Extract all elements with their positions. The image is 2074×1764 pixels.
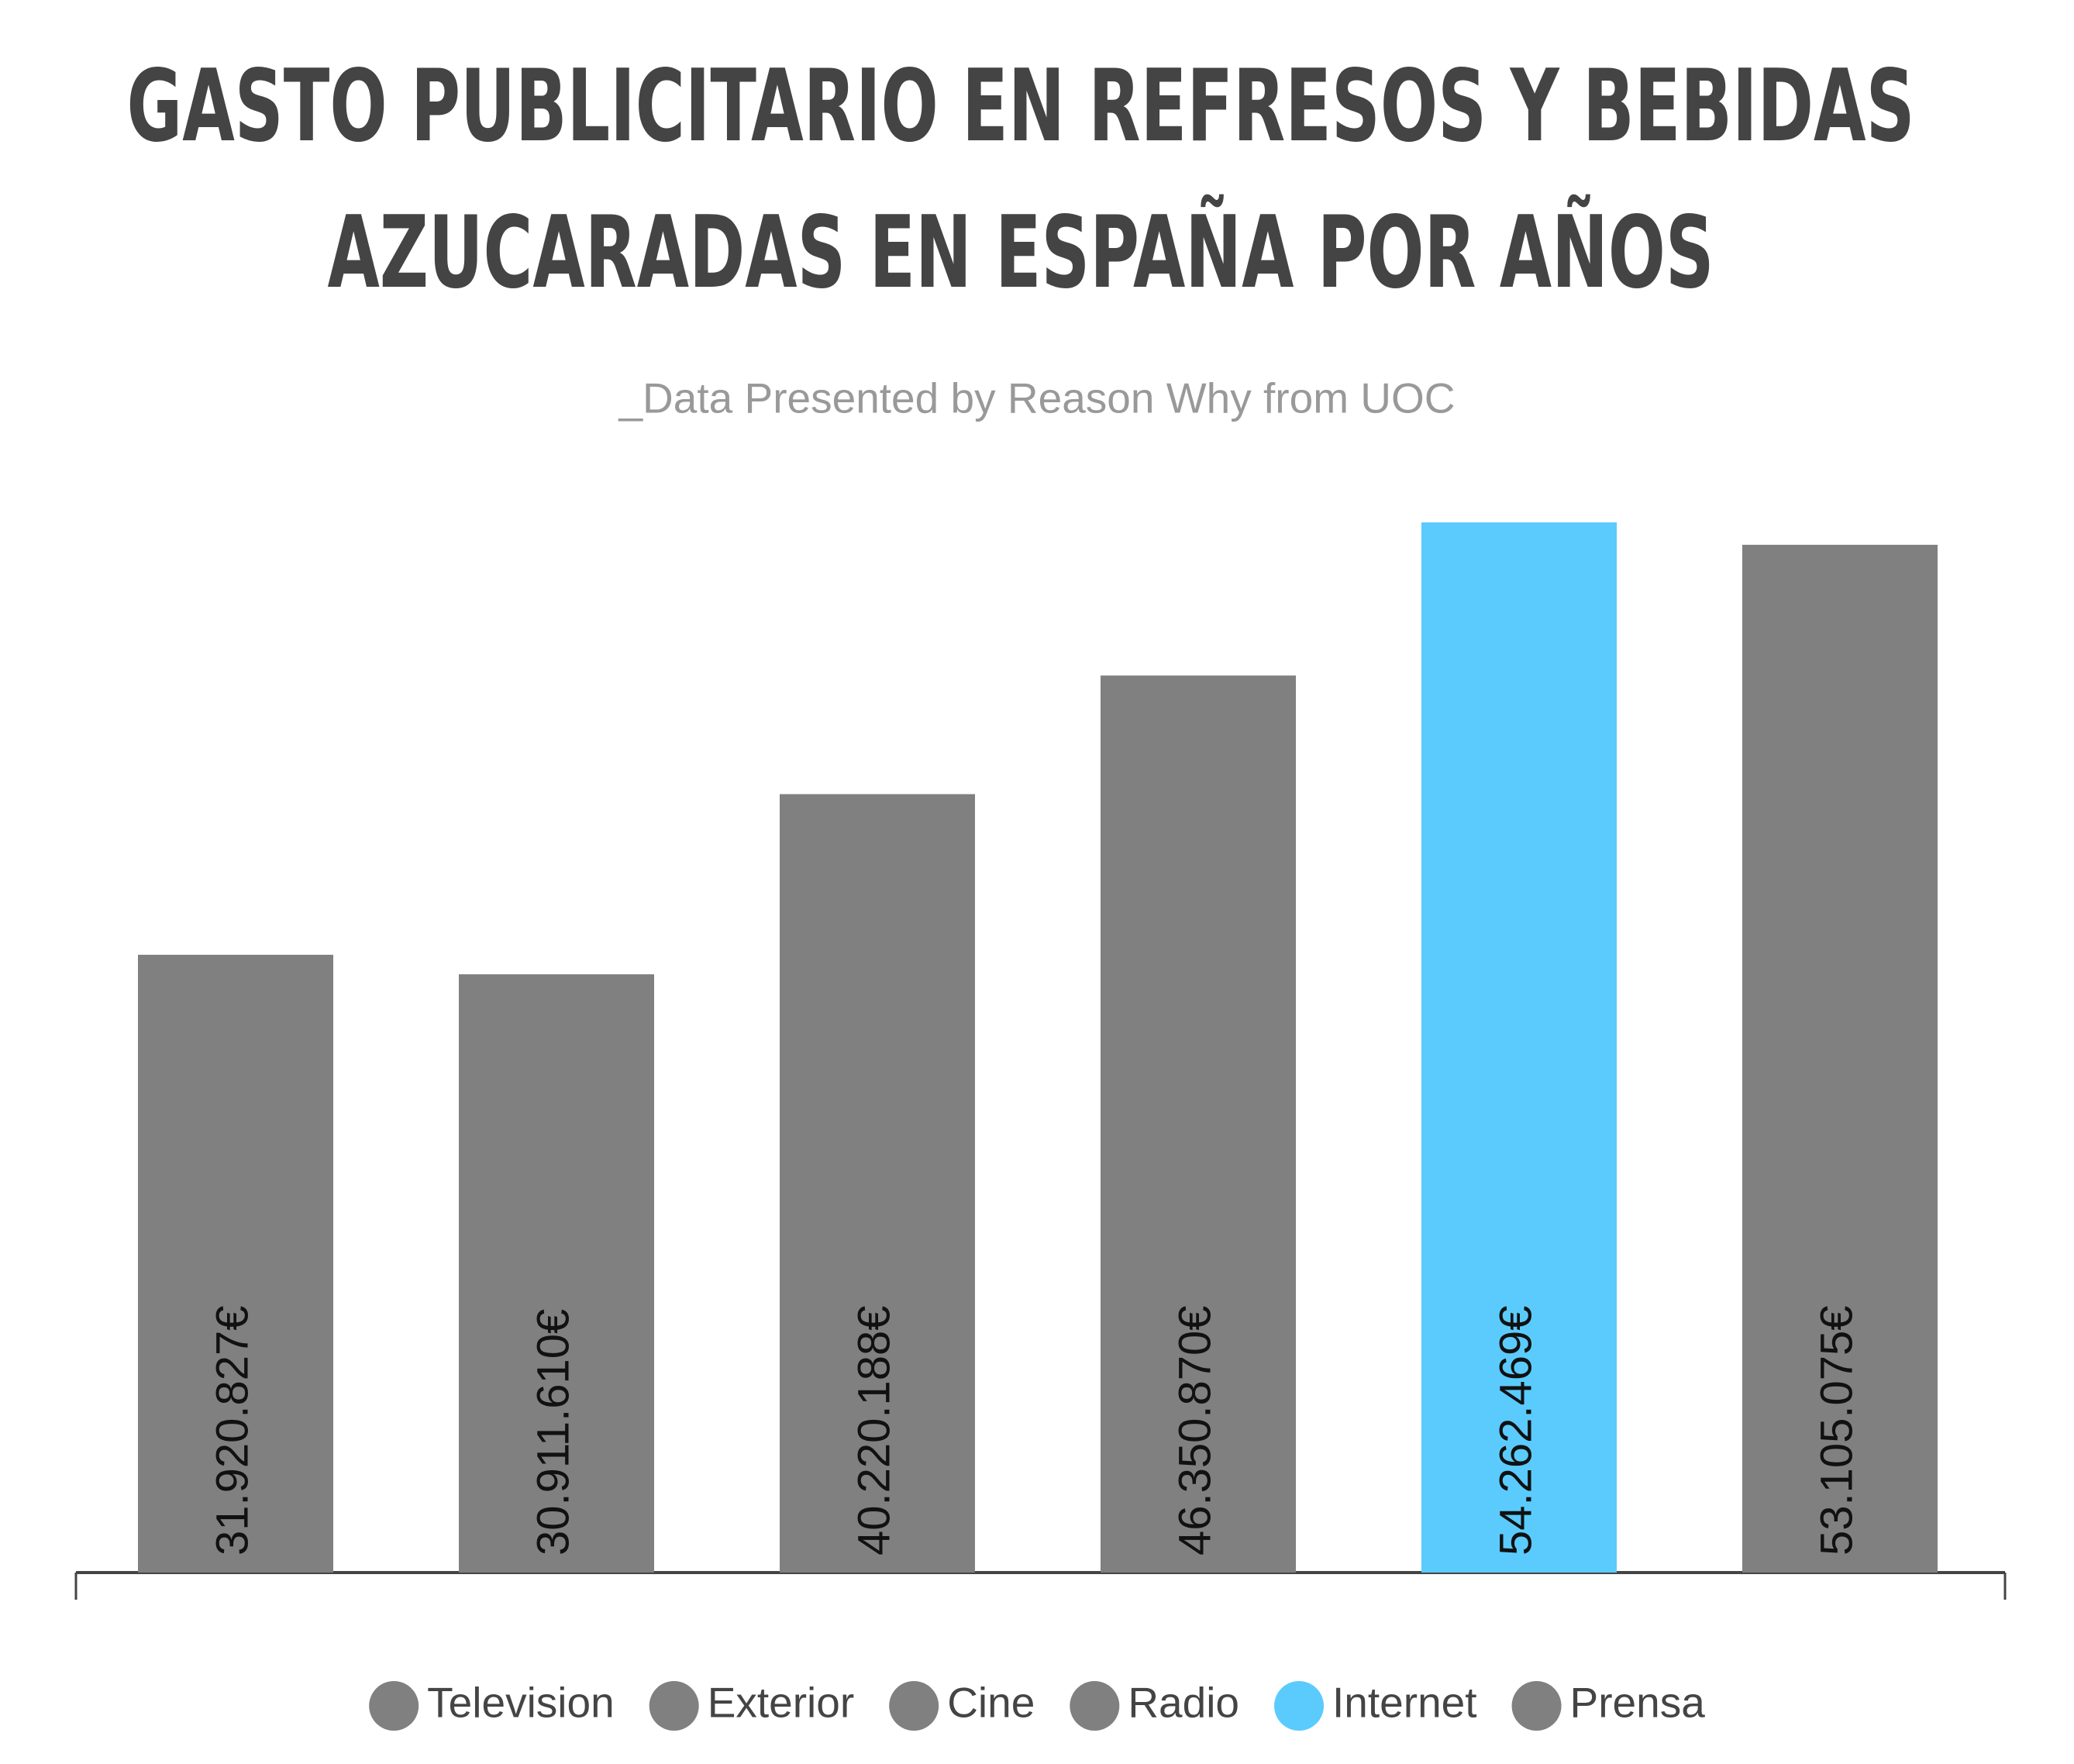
legend-label: Internet	[1332, 1679, 1477, 1727]
chart-title: GASTO PUBLICITARIO EN REFRESOS Y BEBIDAS	[127, 49, 1915, 164]
legend-label: Television	[427, 1679, 615, 1727]
bar	[1421, 522, 1617, 1573]
value-label: 53.105.075€	[1811, 1305, 1862, 1556]
legend-label: Cine	[947, 1679, 1035, 1727]
bar	[780, 794, 975, 1573]
legend-marker	[649, 1681, 699, 1731]
legend-item: Internet	[1274, 1679, 1477, 1731]
legend-item: Prensa	[1511, 1679, 1706, 1731]
bar	[1101, 675, 1296, 1573]
legend-item: Radio	[1070, 1679, 1239, 1731]
value-label: 40.220.188€	[849, 1305, 899, 1556]
chart-subtitle: _Data Presented by Reason Why from UOC	[618, 374, 1455, 422]
axis	[74, 1571, 2007, 1600]
legend-marker	[1274, 1681, 1325, 1731]
legend-marker	[889, 1681, 939, 1731]
legend-label: Prensa	[1570, 1679, 1706, 1727]
legend-marker	[1511, 1681, 1562, 1731]
bar	[459, 974, 654, 1573]
legend-label: Exterior	[708, 1679, 855, 1727]
value-label: 30.911.610€	[528, 1309, 578, 1556]
bar	[138, 954, 333, 1573]
value-label: 31.920.827€	[207, 1305, 257, 1556]
legend-item: Exterior	[649, 1679, 855, 1731]
legend-marker	[1070, 1681, 1120, 1731]
bar	[1742, 544, 1938, 1573]
value-label: 54.262.469€	[1490, 1305, 1541, 1556]
legend-marker	[369, 1681, 419, 1731]
legend-item: Cine	[889, 1679, 1035, 1731]
value-label: 46.350.870€	[1170, 1305, 1220, 1556]
legend-item: Television	[369, 1679, 615, 1731]
chart-title: AZUCARADAS EN ESPAÑA POR AÑOS	[328, 194, 1714, 311]
legend-label: Radio	[1128, 1679, 1239, 1727]
